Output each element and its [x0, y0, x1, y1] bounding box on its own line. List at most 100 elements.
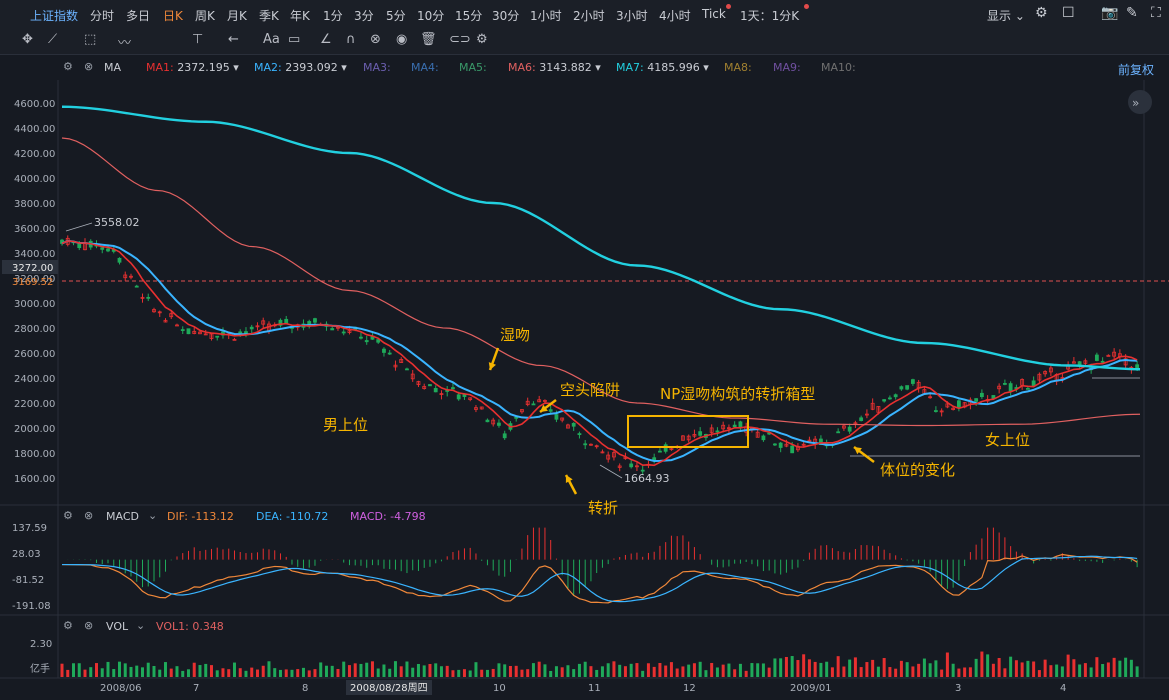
period-tab[interactable]: 3小时	[616, 9, 648, 23]
candle-body	[474, 407, 478, 410]
magnet-icon[interactable]: ∩	[346, 32, 356, 47]
period-tab[interactable]: 1天：1分K	[740, 9, 800, 23]
candle-body	[456, 394, 461, 400]
vol-bar	[543, 664, 547, 677]
candle-body	[1112, 351, 1117, 357]
period-tab[interactable]: 日K	[163, 9, 183, 23]
period-tab[interactable]: 季K	[259, 9, 279, 23]
macd-close-icon[interactable]: ⊗	[84, 509, 94, 522]
symbol-tab[interactable]: 上证指数	[30, 9, 79, 23]
eye-icon[interactable]: ◉	[396, 32, 408, 47]
candle-body	[888, 397, 892, 400]
vol-bar	[888, 667, 892, 677]
vol-bar	[756, 663, 760, 677]
candle-body	[215, 335, 220, 338]
candle-body	[284, 318, 289, 324]
vol-bar	[250, 667, 254, 677]
period-tab[interactable]: 5分	[386, 9, 406, 23]
price-tick: 2600.00	[14, 349, 55, 360]
zhuan-zhe-arrow-head	[565, 475, 573, 483]
display-menu[interactable]: 显示 ⌄	[987, 9, 1025, 23]
vol-bar	[71, 663, 75, 677]
scroll-right-icon: »	[1132, 96, 1139, 110]
candle-body	[100, 247, 105, 250]
vol-bar	[917, 663, 921, 677]
candle-body	[376, 339, 381, 343]
ma-close-icon[interactable]: ⊗	[84, 60, 94, 73]
fib-icon[interactable]: ⊤	[192, 32, 204, 47]
vol-bar	[163, 662, 167, 677]
ma7-line	[61, 105, 1141, 371]
high-label: 3558.02	[94, 216, 140, 229]
trash-icon[interactable]: 🗑	[420, 32, 437, 47]
camera-icon[interactable]: 📷	[1101, 5, 1119, 21]
candle-body	[175, 324, 179, 327]
vol-bar	[911, 666, 915, 677]
vol-bar	[520, 669, 524, 677]
period-tab[interactable]: 月K	[227, 9, 247, 23]
ma-item-label: MA7: 4185.996 ▾	[616, 61, 709, 74]
period-tab[interactable]: 1分	[323, 9, 343, 23]
vol-bar	[221, 668, 225, 677]
period-tab[interactable]: 年K	[290, 9, 310, 23]
period-tab[interactable]: 4小时	[659, 9, 691, 23]
vol-bar	[986, 654, 990, 677]
vol-bar	[968, 667, 972, 677]
adjust-button[interactable]: 前复权	[1118, 63, 1155, 77]
candle-body	[491, 419, 496, 425]
line-icon[interactable]: ⟋	[48, 32, 58, 47]
period-tab[interactable]: 多日	[126, 9, 151, 23]
settings-icon[interactable]: ⚙	[476, 32, 488, 47]
wave-icon[interactable]: 〰	[118, 36, 132, 51]
vol-close-icon[interactable]: ⊗	[84, 619, 94, 632]
vol-bar	[894, 668, 898, 677]
macd-tick: -81.52	[12, 575, 44, 586]
vol-title: VOL	[106, 620, 129, 633]
pen-icon[interactable]: ✎	[1126, 5, 1138, 21]
pen-icon[interactable]: ∠	[320, 32, 332, 47]
period-tab[interactable]: 3分	[354, 9, 374, 23]
vol-bar	[434, 663, 438, 677]
ma-settings-icon[interactable]: ⚙	[63, 60, 73, 73]
vol-bar	[899, 660, 903, 677]
low-pointer	[599, 464, 623, 479]
candle-body	[106, 248, 110, 252]
period-tab[interactable]: 2小时	[573, 9, 605, 23]
price-tick: 2800.00	[14, 324, 55, 335]
period-tab[interactable]: 1小时	[530, 9, 562, 23]
gear-icon[interactable]: ⚙	[1035, 5, 1048, 21]
comment-icon[interactable]: ▭	[288, 32, 301, 47]
candle-body	[566, 424, 570, 429]
arrow-icon[interactable]: ←	[228, 32, 239, 47]
vol-bar	[733, 669, 737, 677]
period-tab[interactable]: Tick	[702, 7, 726, 21]
price-tick: 3400.00	[14, 249, 55, 260]
rect-icon[interactable]: ⬚	[84, 32, 97, 47]
macd-chevron-icon[interactable]: ⌄	[148, 509, 158, 522]
price-tick: 3600.00	[14, 224, 55, 235]
maximize-icon[interactable]: ⛶	[1151, 5, 1161, 21]
period-tab[interactable]: 15分	[455, 9, 483, 23]
period-tab[interactable]: 30分	[492, 9, 520, 23]
candle-body	[393, 364, 398, 368]
period-tab[interactable]: 10分	[417, 9, 445, 23]
vol-bar	[503, 664, 507, 677]
vol-settings-icon[interactable]: ⚙	[63, 619, 73, 632]
candle-body	[612, 452, 616, 458]
vol-bar	[577, 663, 581, 677]
lock-icon[interactable]: ⊗	[370, 32, 381, 47]
link-icon[interactable]: ⊂⊃	[449, 32, 471, 47]
vol-chevron-icon[interactable]: ⌄	[136, 619, 146, 632]
move-icon[interactable]: ✥	[22, 32, 33, 47]
square-icon[interactable]: ☐	[1062, 5, 1075, 21]
period-tab[interactable]: 分时	[90, 9, 115, 23]
candle-body	[180, 329, 185, 331]
text-icon[interactable]: Aa	[263, 32, 280, 47]
vol-bar	[652, 666, 656, 677]
vol-tick: 2.30	[30, 639, 52, 650]
vol-bar	[600, 666, 604, 677]
period-tab[interactable]: 周K	[195, 9, 215, 23]
macd-settings-icon[interactable]: ⚙	[63, 509, 73, 522]
candle-body	[399, 359, 404, 363]
